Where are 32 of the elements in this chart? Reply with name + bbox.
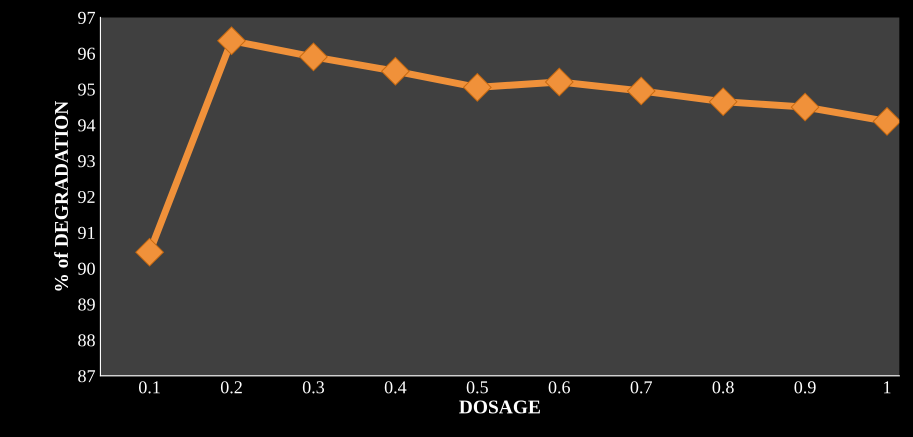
point [135, 238, 164, 266]
y-axis-title: % of DEGRADATION [54, 100, 68, 291]
point [299, 42, 328, 72]
y-tick-label: 94 [78, 119, 96, 132]
point [381, 56, 410, 86]
point [217, 26, 246, 56]
x-tick-label: 0.2 [220, 381, 242, 394]
x-tick-label: 0.6 [548, 381, 570, 394]
x-tick-label: 0.5 [466, 381, 488, 394]
point [790, 92, 820, 122]
y-tick-label: 96 [78, 48, 96, 60]
y-tick-label: 90 [78, 262, 95, 275]
point [626, 76, 656, 106]
y-tick-label: 91 [78, 226, 94, 239]
point [545, 68, 574, 96]
x-tick-label: 0.4 [384, 381, 406, 394]
y-tick-label: 93 [78, 155, 95, 168]
x-tick-label: 0.9 [794, 381, 816, 394]
y-tick-label: 92 [78, 190, 95, 204]
y-tick-label: 95 [78, 83, 95, 96]
point [708, 87, 738, 116]
y-tick-label: 88 [78, 334, 95, 346]
y-tick-label: 97 [78, 12, 96, 24]
x-tick-label: 0.7 [630, 381, 652, 394]
y-tick-label: 87 [78, 370, 96, 382]
x-tick-label: 0.3 [302, 381, 324, 394]
x-tick-label: 0.8 [712, 381, 734, 394]
x-tick-label: 1 [884, 381, 890, 394]
point [463, 73, 492, 102]
x-tick-label: 0.1 [138, 381, 160, 394]
y-tick-label: 89 [78, 298, 95, 311]
x-axis-title: DOSAGE [459, 400, 540, 414]
